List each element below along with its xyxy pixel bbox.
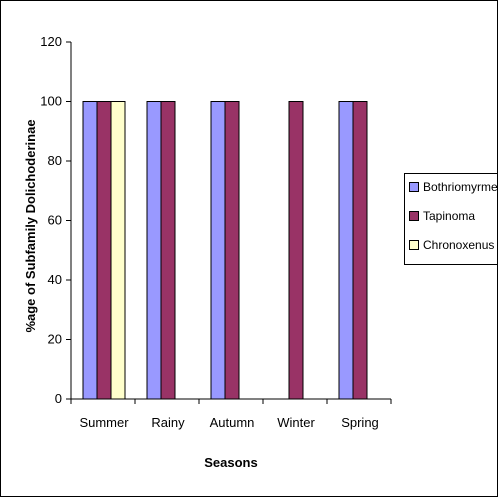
legend-item: Chronoxenus [409, 238, 494, 252]
y-tick-label: 0 [55, 391, 62, 406]
x-tick-label: Winter [277, 415, 315, 430]
y-axis-title: %age of Subfamily Dolichoderinae [23, 119, 38, 332]
legend-item: Bothriomyrmex [409, 180, 498, 194]
legend-swatch [409, 240, 419, 250]
legend-item: Tapinoma [409, 209, 475, 223]
bar-tapinoma-rainy [160, 101, 176, 400]
bar-bothriomyrmex-summer [82, 101, 98, 400]
bars [82, 101, 368, 400]
legend: Bothriomyrmex Tapinoma Chronoxenus [404, 173, 498, 265]
bar-bothriomyrmex-autumn [210, 101, 226, 400]
y-tick-label: 20 [48, 332, 62, 347]
x-tick-label: Autumn [210, 415, 255, 430]
bar-tapinoma-summer [96, 101, 112, 400]
bar-tapinoma-spring [352, 101, 368, 400]
legend-swatch [409, 182, 419, 192]
y-tick-label: 100 [40, 94, 62, 109]
legend-label: Chronoxenus [423, 238, 495, 252]
x-tick-label: Rainy [151, 415, 185, 430]
bar-bothriomyrmex-spring [338, 101, 354, 400]
y-tick-label: 120 [40, 34, 62, 49]
y-tick-label: 40 [48, 272, 62, 287]
y-tick-label: 80 [48, 153, 62, 168]
y-tick-label: 60 [48, 213, 62, 228]
x-tick-label: Spring [341, 415, 379, 430]
bar-bothriomyrmex-rainy [146, 101, 162, 400]
bar-tapinoma-winter [288, 101, 304, 400]
legend-swatch [409, 211, 419, 221]
x-tick-label: Summer [79, 415, 129, 430]
bar-tapinoma-autumn [224, 101, 240, 400]
bar-chronoxenus-summer [110, 101, 126, 400]
legend-label: Tapinoma [423, 209, 476, 223]
legend-label: Bothriomyrmex [423, 180, 498, 194]
x-axis-title: Seasons [204, 455, 257, 470]
